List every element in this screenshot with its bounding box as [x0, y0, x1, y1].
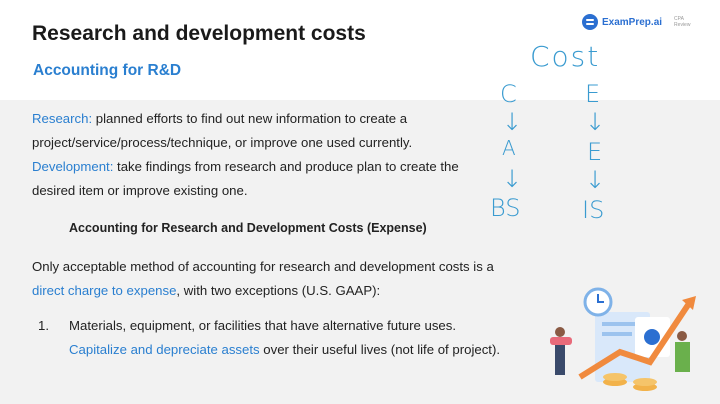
- handwriting-arrow: ↓: [502, 108, 523, 136]
- research-definition: Research: planned efforts to find out ne…: [32, 111, 459, 198]
- logo-subtext: CPA Review: [674, 16, 691, 28]
- handwriting-e: E: [587, 138, 603, 166]
- list-item: Materials, equipment, or facilities that…: [69, 318, 501, 357]
- slide-title: Research and development costs: [32, 22, 366, 45]
- handwriting-bs: BS: [490, 194, 521, 222]
- handwriting-is: IS: [582, 196, 605, 224]
- finance-illustration: [550, 287, 696, 391]
- handwriting-arrow: ↓: [585, 108, 606, 136]
- slide-subtitle: Accounting for R&D: [33, 62, 182, 79]
- logo-icon: [582, 14, 598, 30]
- handwriting-e: E: [585, 80, 601, 108]
- section-heading: Accounting for Research and Development …: [69, 221, 427, 235]
- handwriting-c: C: [500, 80, 517, 108]
- accounting-method-text: Only acceptable method of accounting for…: [32, 259, 494, 298]
- handwriting-arrow: ↓: [585, 166, 606, 194]
- handwriting-cost: Cost: [530, 40, 601, 73]
- handwriting-arrow: ↓: [502, 165, 523, 193]
- logo-text: ExamPrep.ai: [602, 16, 663, 28]
- examprep-logo: ExamPrep.ai CPA Review: [582, 14, 690, 30]
- slide-header-area: [0, 0, 720, 100]
- list-number: 1.: [38, 318, 49, 333]
- handwriting-a: A: [502, 136, 516, 160]
